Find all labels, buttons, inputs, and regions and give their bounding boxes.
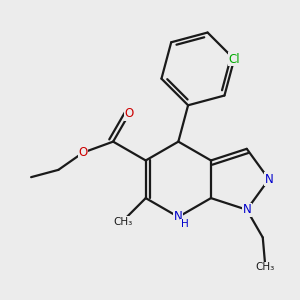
Text: N: N xyxy=(265,173,273,186)
Text: N: N xyxy=(242,203,251,216)
Text: N: N xyxy=(174,210,183,224)
Text: Cl: Cl xyxy=(228,53,240,66)
Text: H: H xyxy=(181,219,188,229)
Text: O: O xyxy=(124,107,134,120)
Text: CH₃: CH₃ xyxy=(256,262,275,272)
Text: O: O xyxy=(78,146,88,159)
Text: CH₃: CH₃ xyxy=(113,217,133,227)
